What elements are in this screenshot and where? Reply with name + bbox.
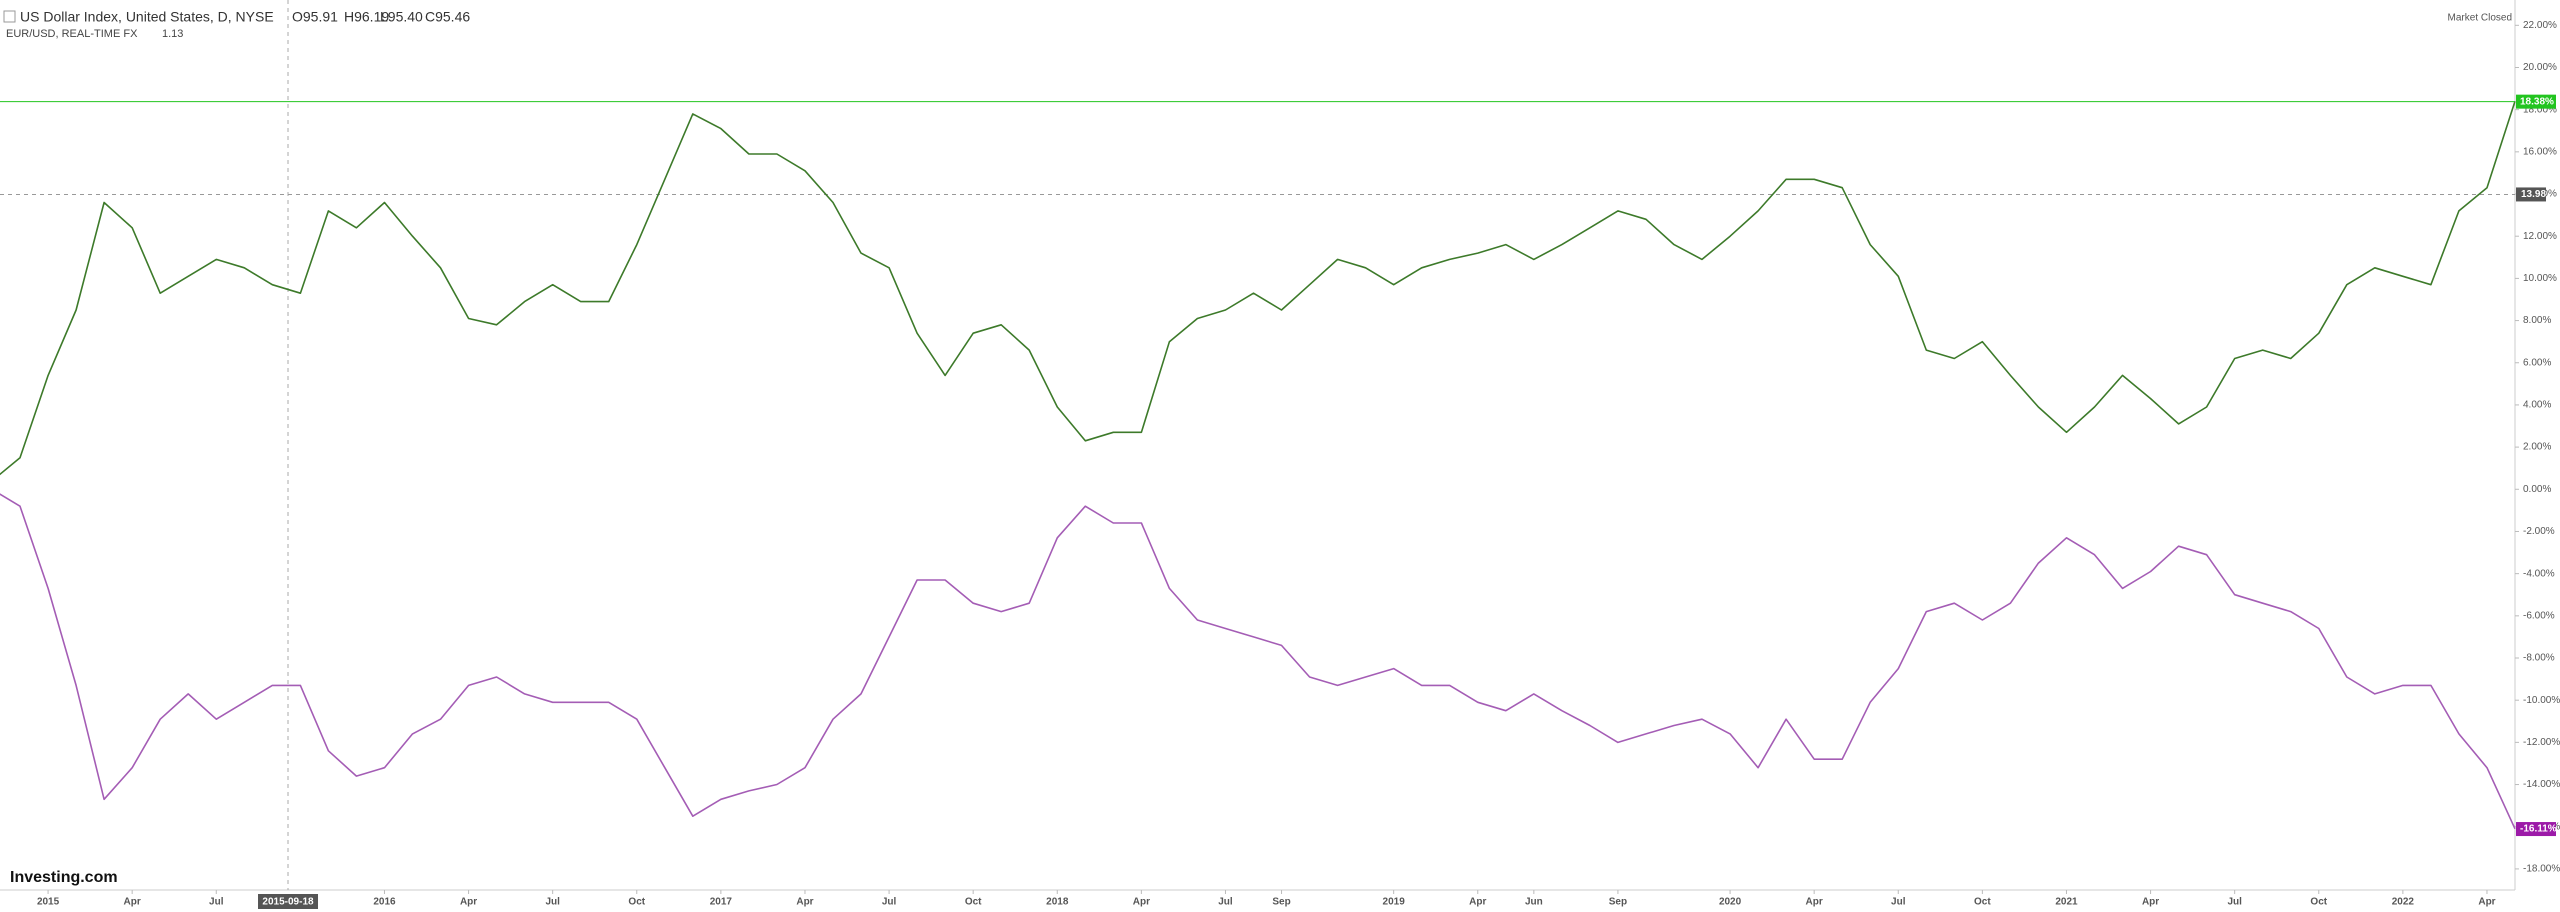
x-tick-label: Apr bbox=[1469, 897, 1486, 908]
x-tick-label: Jul bbox=[1218, 897, 1233, 908]
x-tick-label: 2020 bbox=[1719, 897, 1742, 908]
x-tick-label: Sep bbox=[1272, 897, 1290, 908]
x-tick-label: 2022 bbox=[2392, 897, 2415, 908]
x-tick-label: Apr bbox=[2478, 897, 2495, 908]
price-tag bbox=[2516, 94, 2556, 109]
market-status: Market Closed bbox=[2448, 13, 2512, 24]
x-tick-label: Apr bbox=[1806, 897, 1823, 908]
y-tick-label: -18.00% bbox=[2523, 864, 2560, 875]
x-tick-label: Oct bbox=[965, 897, 982, 908]
y-tick-label: 18.00% bbox=[2523, 104, 2557, 115]
y-tick-label: 0.00% bbox=[2523, 484, 2551, 495]
y-tick-label: 4.00% bbox=[2523, 400, 2551, 411]
y-tick-label: -14.00% bbox=[2523, 779, 2560, 790]
y-tick-label: -10.00% bbox=[2523, 695, 2560, 706]
ohlc-low: L95.40 bbox=[380, 9, 423, 25]
x-tick-label: Apr bbox=[124, 897, 141, 908]
x-tick-label: Jul bbox=[2227, 897, 2242, 908]
x-tick-label: 2021 bbox=[2055, 897, 2078, 908]
crosshair-x-tag bbox=[258, 894, 319, 909]
x-tick-label: Oct bbox=[2310, 897, 2327, 908]
y-tick-label: 6.00% bbox=[2523, 357, 2551, 368]
crosshair-y-label: 13.98 bbox=[2521, 189, 2546, 200]
x-tick-label: Jul bbox=[209, 897, 224, 908]
crosshair-y-tag bbox=[2516, 187, 2546, 202]
series-line bbox=[0, 100, 2516, 476]
y-tick-label: 22.00% bbox=[2523, 20, 2557, 31]
x-tick-label: Jun bbox=[1525, 897, 1543, 908]
y-tick-label: 10.00% bbox=[2523, 273, 2557, 284]
x-tick-label: Oct bbox=[1974, 897, 1991, 908]
x-tick-label: Jul bbox=[545, 897, 560, 908]
x-tick-label: Jul bbox=[1891, 897, 1906, 908]
x-tick-label: Sep bbox=[1609, 897, 1627, 908]
y-tick-label: -2.00% bbox=[2523, 526, 2555, 537]
price-tag bbox=[2516, 822, 2556, 837]
collapse-icon[interactable] bbox=[3, 10, 16, 23]
x-tick-label: 2015 bbox=[37, 897, 60, 908]
ohlc-close: C95.46 bbox=[425, 9, 470, 25]
x-tick-label: Apr bbox=[1133, 897, 1150, 908]
x-tick-label: Apr bbox=[796, 897, 813, 908]
ohlc-high: H96.19 bbox=[344, 9, 389, 25]
y-tick-label: 12.00% bbox=[2523, 231, 2557, 242]
x-tick-label: 2016 bbox=[373, 897, 396, 908]
y-tick-label: -6.00% bbox=[2523, 610, 2555, 621]
symbol-title: US Dollar Index, United States, D, NYSE bbox=[20, 9, 274, 25]
y-tick-label: 20.00% bbox=[2523, 62, 2557, 73]
y-tick-label: 16.00% bbox=[2523, 146, 2557, 157]
x-tick-label: 2018 bbox=[1046, 897, 1069, 908]
y-tick-label: -12.00% bbox=[2523, 737, 2560, 748]
price-tag-label: 18.38% bbox=[2520, 96, 2554, 107]
x-tick-label: 2019 bbox=[1383, 897, 1406, 908]
y-tick-label: -8.00% bbox=[2523, 653, 2555, 664]
x-tick-label: 2017 bbox=[710, 897, 733, 908]
brand-logo: Investing.com bbox=[10, 869, 118, 886]
series-line bbox=[0, 493, 2516, 830]
compare-value: 1.13 bbox=[162, 28, 183, 40]
x-tick-label: Oct bbox=[628, 897, 645, 908]
crosshair-x-label: 2015-09-18 bbox=[262, 897, 314, 908]
y-tick-label: -4.00% bbox=[2523, 568, 2555, 579]
y-tick-label: 8.00% bbox=[2523, 315, 2551, 326]
y-tick-label: 2.00% bbox=[2523, 442, 2551, 453]
x-tick-label: Jul bbox=[882, 897, 897, 908]
ohlc-open: O95.91 bbox=[292, 9, 338, 25]
price-tag-label: -16.11% bbox=[2520, 824, 2557, 835]
x-tick-label: Apr bbox=[2142, 897, 2159, 908]
x-tick-label: Apr bbox=[460, 897, 477, 908]
compare-symbol: EUR/USD, REAL-TIME FX bbox=[6, 28, 138, 40]
